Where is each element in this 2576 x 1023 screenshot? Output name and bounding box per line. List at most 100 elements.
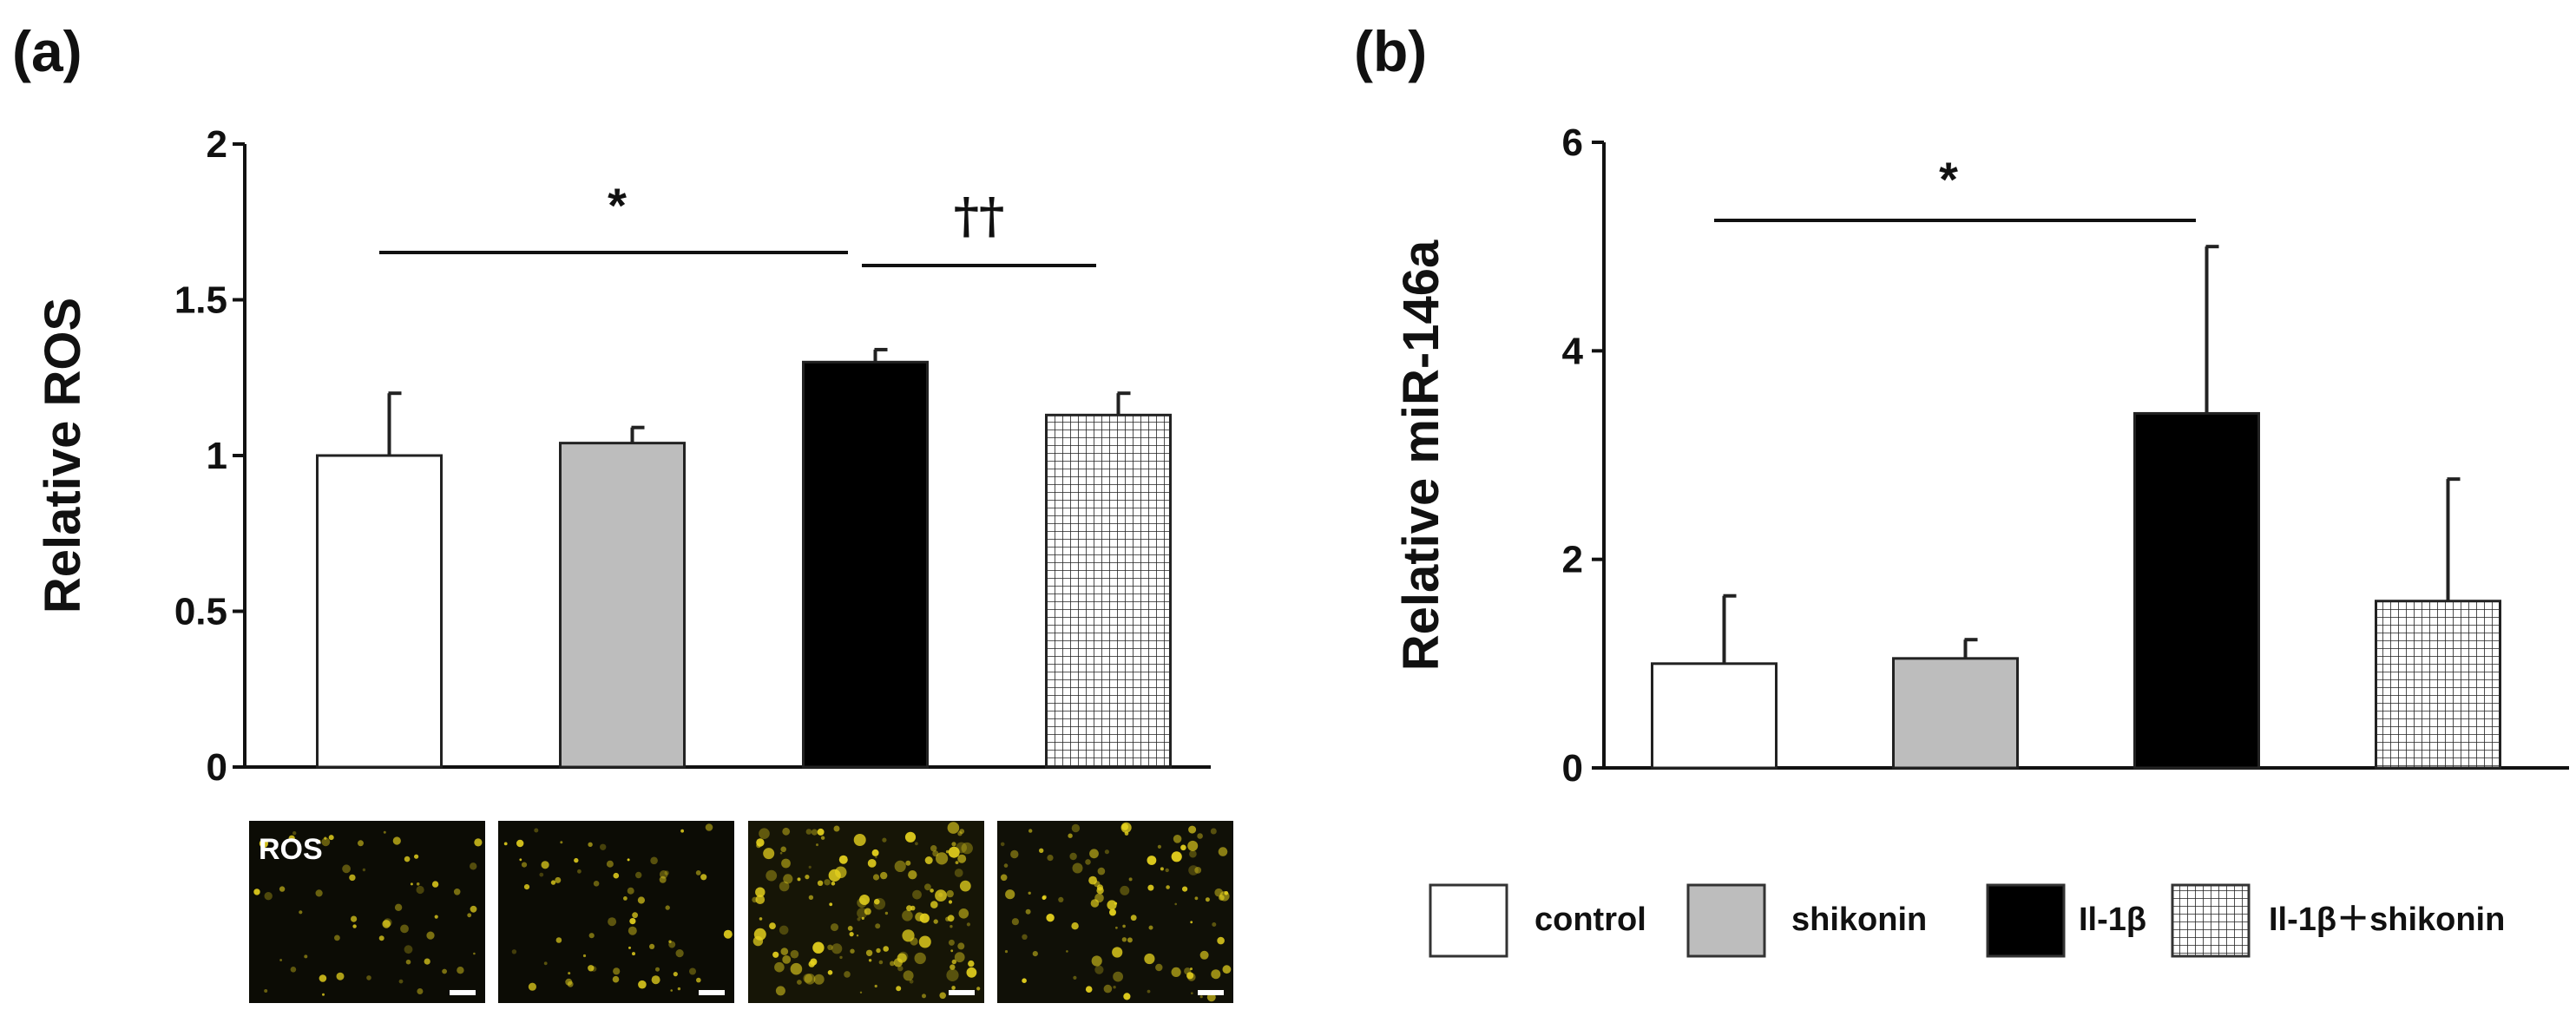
speckle <box>959 880 971 892</box>
speckle <box>1173 835 1182 843</box>
speckle <box>638 980 647 989</box>
speckle <box>820 836 825 840</box>
speckle <box>946 968 959 981</box>
speckle <box>954 952 965 963</box>
speckle <box>1166 885 1170 889</box>
speckle <box>958 908 969 919</box>
speckle <box>808 961 815 967</box>
speckle <box>779 851 783 855</box>
speckle <box>816 843 818 847</box>
speckle <box>1174 902 1177 906</box>
speckle <box>850 948 855 954</box>
speckle <box>775 986 785 996</box>
speckle <box>1000 874 1008 882</box>
speckle <box>779 881 790 892</box>
speckle <box>632 952 635 956</box>
speckle <box>416 885 424 895</box>
speckle <box>1011 918 1019 926</box>
speckle <box>394 903 403 912</box>
speckle <box>623 896 628 901</box>
legend-swatch-il1b <box>1986 883 2066 958</box>
micrograph-label-ros: ROS <box>259 833 323 866</box>
speckle <box>957 831 963 836</box>
speckle <box>759 828 770 839</box>
speckle <box>473 952 476 955</box>
speckle <box>366 975 371 980</box>
speckle <box>875 923 881 929</box>
speckle <box>905 860 911 866</box>
speckle <box>635 871 642 879</box>
bar-il1b <box>802 360 929 769</box>
fluorescence-speckles <box>503 823 733 995</box>
micrograph-il1b-shikonin <box>997 821 1233 1003</box>
speckle <box>650 856 658 865</box>
speckle <box>555 937 562 943</box>
speckle <box>864 908 871 915</box>
speckle <box>700 874 707 881</box>
chart-a-ylabel: Relative ROS <box>35 298 91 613</box>
speckle <box>655 967 660 972</box>
speckle <box>910 937 918 946</box>
speckle <box>797 980 802 985</box>
scale-bar <box>949 990 975 995</box>
speckle <box>334 934 340 941</box>
y-tick-label: 2 <box>207 123 227 166</box>
speckle <box>924 883 931 891</box>
speckle <box>560 841 563 844</box>
speckle <box>324 836 327 840</box>
speckle <box>264 892 273 901</box>
speckle <box>670 989 673 992</box>
speckle <box>1085 859 1091 865</box>
speckle <box>383 830 386 834</box>
chart-b-errors <box>1722 245 2461 664</box>
speckle <box>805 829 812 835</box>
speckle <box>588 842 593 847</box>
speckle <box>782 955 792 964</box>
speckle <box>827 970 833 975</box>
speckle <box>790 962 803 975</box>
speckle <box>1147 856 1157 865</box>
speckle <box>769 922 776 929</box>
speckle <box>1069 852 1077 861</box>
speckle <box>909 979 914 984</box>
speckle <box>404 945 413 954</box>
legend-label-control: control <box>1534 902 1646 938</box>
speckle <box>950 925 953 928</box>
speckle <box>322 993 325 996</box>
speckle <box>1005 889 1015 900</box>
speckle <box>872 874 880 881</box>
speckle <box>279 886 286 892</box>
speckle <box>511 949 517 954</box>
scale-bar <box>1198 990 1224 995</box>
bar-shikonin <box>559 442 686 769</box>
speckle <box>1120 885 1130 895</box>
legend-item-control: control <box>1429 883 1646 958</box>
speckle <box>919 913 930 923</box>
speckle <box>1066 950 1068 953</box>
speckle <box>568 972 571 975</box>
speckle <box>1128 877 1133 882</box>
speckle <box>884 911 889 915</box>
fluorescence-speckles <box>752 822 981 1000</box>
speckle <box>924 856 933 864</box>
speckle <box>1155 963 1163 972</box>
speckle <box>351 915 358 922</box>
sig-star-a: * <box>608 178 627 233</box>
speckle <box>1180 844 1186 851</box>
legend-item-shikonin: shikonin <box>1686 883 1927 958</box>
speckle <box>951 959 957 965</box>
speckle <box>939 992 946 1000</box>
speckle <box>1171 967 1181 977</box>
speckle <box>1190 921 1193 924</box>
speckle <box>649 943 655 949</box>
speckle <box>1222 965 1232 974</box>
speckle <box>829 902 833 907</box>
panel-a-letter: (a) <box>12 19 82 83</box>
speckle <box>1214 888 1223 897</box>
scale-bar <box>450 990 476 995</box>
scale-bar <box>699 990 725 995</box>
speckle <box>1224 891 1229 895</box>
speckle <box>550 880 556 885</box>
speckle <box>470 905 477 913</box>
